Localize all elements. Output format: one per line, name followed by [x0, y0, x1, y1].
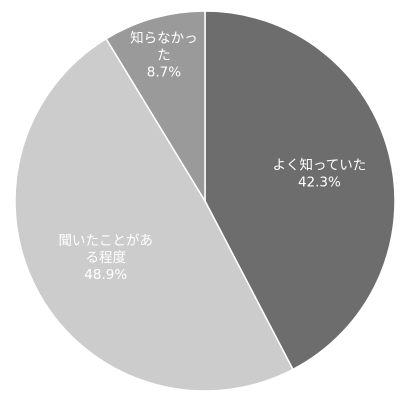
slice-label-line-0-0: よく知っていた	[272, 156, 366, 173]
slice-value-0: 42.3%	[298, 174, 341, 190]
pie-labels: よく知っていた 42.3% 聞いたことがある程度 48.9% 知らなかった 8.7%	[58, 30, 366, 283]
pie-slice-2	[105, 10, 206, 204]
pie-slice-0	[204, 10, 396, 371]
slice-label-2: 知らなかった 8.7%	[130, 30, 198, 81]
slice-label-1: 聞いたことがある程度 48.9%	[58, 233, 153, 283]
pie-slice-1	[14, 37, 294, 392]
slice-value-1: 48.9%	[84, 267, 127, 283]
slice-label-0: よく知っていた 42.3%	[272, 156, 366, 190]
slice-label-line-2-0: 知らなかっ	[130, 30, 198, 47]
slice-label-line-1-0: 聞いたことがあ	[58, 233, 153, 249]
pie-slices	[14, 10, 396, 392]
slice-label-line-2-1: た	[157, 48, 171, 64]
slice-label-line-1-1: る程度	[85, 250, 126, 266]
slice-value-2: 8.7%	[147, 65, 181, 81]
